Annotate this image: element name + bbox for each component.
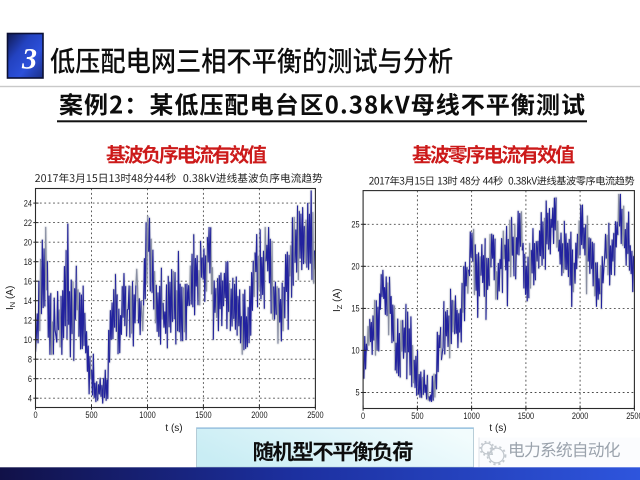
svg-text:0: 0 xyxy=(361,411,365,422)
svg-text:2500: 2500 xyxy=(307,410,323,421)
svg-text:12: 12 xyxy=(24,315,32,326)
svg-text:2500: 2500 xyxy=(626,411,640,422)
svg-text:14: 14 xyxy=(24,296,33,307)
svg-text:500: 500 xyxy=(411,411,423,422)
svg-text:1500: 1500 xyxy=(518,411,534,422)
svg-text:1000: 1000 xyxy=(139,410,155,421)
svg-text:22: 22 xyxy=(24,218,32,229)
svg-text:IZ (A): IZ (A) xyxy=(332,289,344,312)
svg-text:25: 25 xyxy=(351,220,359,231)
svg-text:t (s): t (s) xyxy=(489,423,506,434)
svg-text:3: 3 xyxy=(21,43,37,76)
svg-text:6: 6 xyxy=(28,374,32,385)
svg-text:8: 8 xyxy=(28,354,32,365)
svg-text:24: 24 xyxy=(24,198,33,209)
svg-text:5: 5 xyxy=(356,388,360,399)
svg-text:10: 10 xyxy=(351,346,359,357)
svg-text:0: 0 xyxy=(33,410,37,421)
svg-text:1500: 1500 xyxy=(195,410,211,421)
svg-text:4: 4 xyxy=(28,393,33,404)
svg-text:2000: 2000 xyxy=(572,411,588,422)
svg-text:1000: 1000 xyxy=(463,411,479,422)
svg-text:20: 20 xyxy=(351,262,359,273)
svg-text:500: 500 xyxy=(85,410,97,421)
svg-text:10: 10 xyxy=(24,335,32,346)
svg-text:IN (A): IN (A) xyxy=(5,286,17,310)
svg-text:15: 15 xyxy=(351,304,359,315)
svg-text:t (s): t (s) xyxy=(165,423,182,434)
svg-text:18: 18 xyxy=(24,257,32,268)
svg-text:2000: 2000 xyxy=(251,410,267,421)
svg-text:16: 16 xyxy=(24,276,32,287)
svg-text:20: 20 xyxy=(24,237,32,248)
